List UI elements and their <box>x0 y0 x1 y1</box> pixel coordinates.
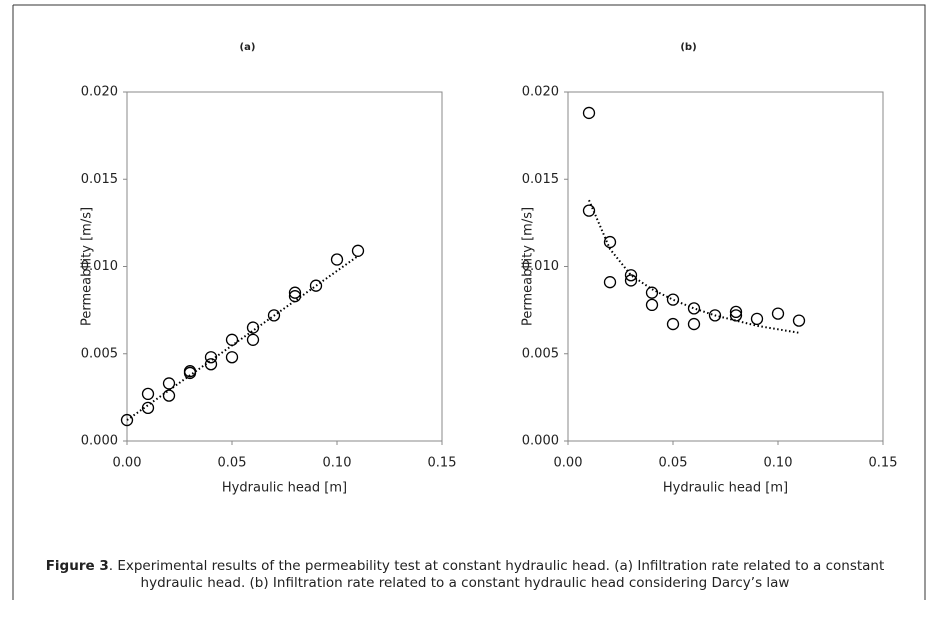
y-tick-label: 0.000 <box>522 434 559 449</box>
data-point <box>162 389 176 402</box>
y-axis-label: Permeability [m/s] <box>521 207 536 326</box>
data-point <box>330 253 344 266</box>
x-tick-label: 0.15 <box>428 456 457 471</box>
data-point <box>687 302 701 315</box>
x-axis-label: Hydraulic head [m] <box>222 481 347 496</box>
caption-label: Figure 3 <box>45 558 109 574</box>
data-point <box>729 305 743 319</box>
y-tick-label: 0.010 <box>81 259 118 274</box>
y-tick-label: 0.020 <box>81 85 118 100</box>
data-point <box>288 290 302 303</box>
data-point <box>246 321 260 334</box>
data-point <box>771 307 785 320</box>
plot-area <box>567 91 884 442</box>
chart-title: (a) <box>240 42 256 53</box>
data-point <box>645 298 659 312</box>
data-point <box>141 387 155 401</box>
plot-area <box>126 91 443 442</box>
data-point <box>204 351 218 364</box>
data-point <box>183 366 197 380</box>
y-tick-label: 0.000 <box>81 434 118 449</box>
caption: Figure 3. Experimental results of the pe… <box>30 558 900 592</box>
data-point <box>288 286 302 299</box>
data-point <box>225 333 239 346</box>
data-point <box>624 274 638 287</box>
x-tick-label: 0.05 <box>218 456 247 471</box>
x-tick-label: 0.00 <box>113 456 142 471</box>
caption-text: . Experimental results of the permeabili… <box>108 558 885 591</box>
y-tick-label: 0.005 <box>81 346 118 361</box>
data-point <box>582 204 596 217</box>
data-point <box>120 413 134 427</box>
x-tick-label: 0.00 <box>554 456 583 471</box>
data-point <box>603 276 617 289</box>
x-tick-label: 0.10 <box>323 456 352 471</box>
y-tick-label: 0.020 <box>522 85 559 100</box>
data-point <box>624 269 638 282</box>
data-point <box>582 106 596 120</box>
chart-title: (b) <box>680 42 696 53</box>
data-point <box>351 244 365 257</box>
data-point <box>708 309 722 322</box>
y-tick-label: 0.015 <box>522 172 559 187</box>
data-point <box>666 317 680 331</box>
frame <box>12 4 926 600</box>
data-point <box>141 401 155 414</box>
data-point <box>729 309 743 322</box>
y-axis-label: Permeability [m/s] <box>80 207 95 326</box>
data-point <box>309 279 323 292</box>
data-point <box>645 286 659 299</box>
data-point <box>225 351 239 364</box>
data-point <box>687 317 701 331</box>
data-point <box>666 293 680 306</box>
y-tick-label: 0.010 <box>522 259 559 274</box>
y-tick-label: 0.015 <box>81 172 118 187</box>
trendline <box>126 255 359 421</box>
trendline <box>588 199 800 334</box>
data-point <box>750 312 764 326</box>
data-point <box>246 333 260 346</box>
x-tick-label: 0.10 <box>764 456 793 471</box>
data-point <box>267 309 281 322</box>
data-point <box>603 235 617 249</box>
x-axis-label: Hydraulic head [m] <box>663 481 788 496</box>
data-point <box>792 314 806 327</box>
data-point <box>162 377 176 390</box>
data-point <box>204 358 218 371</box>
x-tick-label: 0.15 <box>869 456 898 471</box>
y-tick-label: 0.005 <box>522 346 559 361</box>
x-tick-label: 0.05 <box>659 456 688 471</box>
